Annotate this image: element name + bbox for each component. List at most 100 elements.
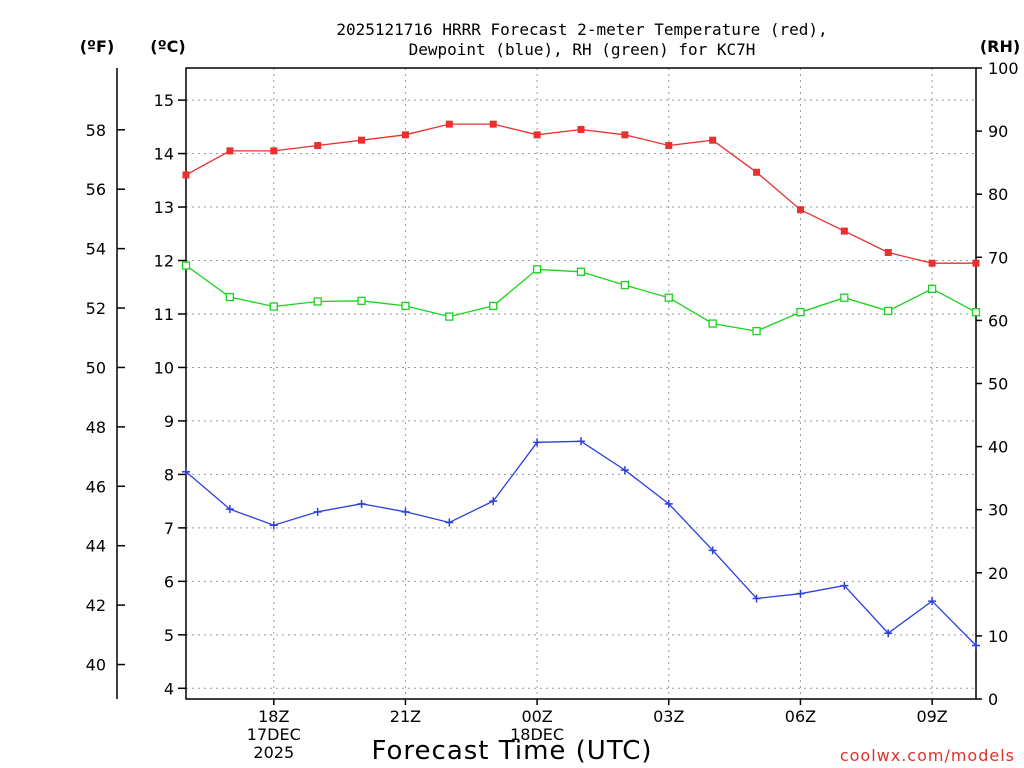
temperature-point bbox=[401, 131, 409, 139]
temperature-point bbox=[621, 131, 629, 139]
data-series bbox=[181, 120, 981, 650]
rh-point bbox=[576, 267, 586, 276]
dewpoint-line bbox=[185, 440, 977, 646]
temperature-point bbox=[928, 259, 936, 267]
rh-tick-label: 100 bbox=[988, 59, 1019, 78]
unit-label-rh: (RH) bbox=[980, 37, 1020, 56]
temperature-point bbox=[972, 259, 980, 267]
rh-point bbox=[401, 301, 410, 311]
temperature-point bbox=[182, 171, 190, 179]
rh-point bbox=[532, 265, 542, 274]
temperature-point bbox=[270, 147, 278, 155]
celsius-tick-label: 8 bbox=[164, 465, 174, 484]
rh-tick-label: 40 bbox=[988, 438, 1008, 457]
x-tick-label: 21Z bbox=[390, 707, 421, 726]
temperature-point bbox=[884, 248, 892, 256]
dewpoint-point bbox=[972, 641, 980, 650]
temperature-point bbox=[533, 131, 541, 139]
temperature-markers bbox=[182, 120, 980, 267]
rh-tick-label: 10 bbox=[988, 627, 1008, 646]
x-tick-label: 17DEC bbox=[247, 725, 301, 744]
temperature-point bbox=[358, 136, 366, 144]
rh-point bbox=[489, 301, 498, 311]
dewpoint-point bbox=[708, 546, 717, 555]
fahrenheit-tick-label: 40 bbox=[86, 656, 106, 675]
rh-tick-label: 30 bbox=[988, 501, 1008, 520]
celsius-tick-label: 13 bbox=[154, 198, 174, 217]
rh-point bbox=[225, 292, 235, 302]
rh-tick-label: 80 bbox=[988, 185, 1008, 204]
dewpoint-point bbox=[928, 597, 937, 606]
temperature-point bbox=[226, 147, 234, 155]
rh-tick-label: 90 bbox=[988, 122, 1008, 141]
fahrenheit-tick-label: 44 bbox=[86, 537, 106, 556]
dewpoint-point bbox=[269, 521, 278, 530]
rh-point bbox=[664, 293, 673, 302]
celsius-tick-label: 5 bbox=[164, 626, 174, 645]
celsius-tick-label: 11 bbox=[154, 305, 174, 324]
rh-point bbox=[752, 326, 761, 336]
celsius-tick-label: 9 bbox=[164, 412, 174, 431]
temperature-point bbox=[709, 136, 717, 144]
fahrenheit-tick-label: 54 bbox=[86, 240, 106, 259]
dewpoint-point bbox=[533, 438, 542, 447]
x-tick-label: 09Z bbox=[916, 707, 947, 726]
celsius-tick-label: 7 bbox=[164, 519, 174, 538]
dewpoint-point bbox=[313, 507, 322, 516]
dewpoint-markers bbox=[182, 437, 980, 650]
dewpoint-point bbox=[840, 581, 849, 590]
x-tick-label: 18Z bbox=[258, 707, 289, 726]
unit-label-celsius: (ºC) bbox=[150, 37, 185, 56]
rh-point bbox=[620, 280, 630, 290]
x-tick-label: 2025 bbox=[253, 743, 294, 762]
celsius-tick-label: 12 bbox=[154, 252, 174, 271]
x-tick-label: 03Z bbox=[653, 707, 684, 726]
celsius-tick-label: 10 bbox=[154, 358, 174, 377]
rh-point bbox=[884, 306, 893, 316]
dewpoint-point bbox=[664, 499, 673, 508]
temperature-point bbox=[796, 206, 804, 214]
celsius-tick-label: 14 bbox=[154, 145, 174, 164]
dewpoint-point bbox=[445, 518, 454, 527]
celsius-tick-label: 4 bbox=[164, 679, 174, 698]
dewpoint-point bbox=[357, 499, 366, 508]
dewpoint-point bbox=[225, 505, 234, 514]
rh-point bbox=[269, 302, 278, 311]
rh-point bbox=[357, 296, 366, 305]
rh-tick-label: 60 bbox=[988, 311, 1008, 330]
celsius-tick-label: 15 bbox=[154, 91, 174, 110]
fahrenheit-tick-label: 48 bbox=[86, 418, 106, 437]
dewpoint-point bbox=[489, 497, 498, 506]
tick-labels: 4567891011121314154042444648505254565801… bbox=[86, 59, 1019, 762]
grid bbox=[186, 68, 976, 699]
celsius-tick-label: 6 bbox=[164, 572, 174, 591]
dewpoint-point bbox=[577, 437, 585, 446]
chart-title-line1: 2025121716 HRRR Forecast 2-meter Tempera… bbox=[336, 20, 827, 39]
x-tick-label: 18DEC bbox=[510, 725, 564, 744]
temperature-point bbox=[445, 120, 453, 128]
rh-point bbox=[796, 308, 805, 317]
rh-point bbox=[181, 261, 191, 270]
rh-point bbox=[708, 319, 717, 328]
rh-point bbox=[445, 312, 454, 321]
temperature-point bbox=[753, 168, 761, 176]
rh-point bbox=[313, 297, 322, 306]
credit-text: coolwx.com/models bbox=[840, 746, 1015, 765]
rh-markers bbox=[181, 261, 981, 336]
fahrenheit-tick-label: 42 bbox=[86, 596, 106, 615]
x-axis-label: Forecast Time (UTC) bbox=[371, 736, 652, 766]
rh-tick-label: 0 bbox=[988, 690, 998, 709]
temperature-point bbox=[840, 227, 848, 235]
fahrenheit-tick-label: 46 bbox=[86, 477, 106, 496]
fahrenheit-tick-label: 52 bbox=[86, 299, 106, 318]
axes bbox=[116, 67, 982, 705]
dewpoint-point bbox=[796, 589, 805, 598]
rh-tick-label: 20 bbox=[988, 564, 1008, 583]
temperature-point bbox=[489, 120, 497, 128]
temperature-point bbox=[314, 142, 322, 150]
chart-title-line2: Dewpoint (blue), RH (green) for KC7H bbox=[409, 40, 756, 59]
rh-point bbox=[927, 284, 937, 294]
rh-tick-label: 50 bbox=[988, 375, 1008, 394]
rh-point bbox=[971, 308, 981, 317]
